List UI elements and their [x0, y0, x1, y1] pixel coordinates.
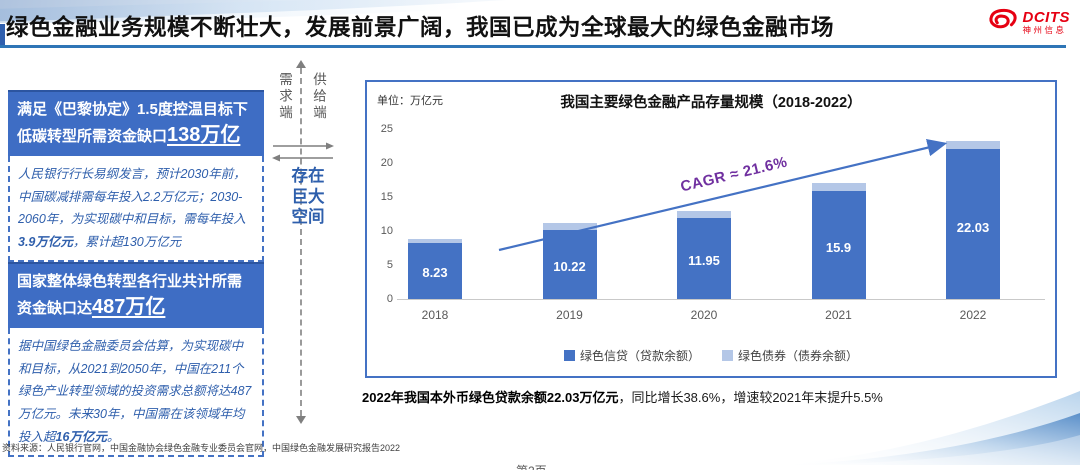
chart-title: 我国主要绿色金融产品存量规模（2018-2022） [560, 95, 862, 111]
dcits-swirl-icon [985, 7, 1019, 38]
bar-segment-bond [677, 210, 731, 218]
panel-body: 人民银行行长易纲发言，预计2030年前，中国碳减排需每年投入2.2万亿元；203… [8, 155, 264, 262]
y-axis-tick-label: 10 [380, 225, 393, 237]
company-logo: DCITS 神州信息 [985, 7, 1071, 38]
title-underline [0, 45, 1066, 48]
legend-item: 绿色债券（债券余额） [722, 347, 858, 364]
bar-segment-bond [542, 222, 597, 230]
panel-body: 据中国绿色金融委员会估算，为实现碳中和目标，从2021到2050年，中国在211… [8, 327, 264, 457]
bar-value-label: 22.03 [956, 220, 990, 236]
page-number: 第2页 [516, 462, 547, 470]
bar-segment-credit: 8.23 [408, 243, 462, 299]
data-source-note: 资料来源：人民银行官网，中国金融协会绿色金融专业委员会官网，中国绿色金融发展研究… [2, 443, 401, 453]
highlight-value: 487万亿 [92, 295, 166, 318]
legend-swatch [563, 350, 575, 361]
x-axis-line [397, 299, 1045, 300]
panel-header: 国家整体绿色转型各行业共计所需资金缺口达487万亿 [8, 262, 264, 328]
bar-value-label: 8.23 [422, 265, 448, 281]
logo-subtitle: 神州信息 [1022, 24, 1067, 35]
bar-segment-bond [946, 141, 1000, 150]
page-title: 绿色金融业务规模不断壮大，发展前景广阔，我国已成为全球最大的绿色金融市场 [6, 15, 835, 40]
bar-segment-credit: 15.9 [811, 190, 866, 299]
legend-item: 绿色信贷（贷款余额） [563, 347, 700, 364]
corner-swoosh-decoration [770, 387, 1080, 470]
funding-gap-panel-national: 国家整体绿色转型各行业共计所需资金缺口达487万亿 据中国绿色金融委员会估算，为… [8, 262, 264, 457]
bar-value-label: 11.95 [688, 252, 720, 268]
y-axis-tick-label: 15 [380, 191, 393, 203]
logo-name: DCITS [1022, 9, 1070, 27]
x-axis-tick-label: 2021 [825, 308, 852, 322]
y-axis-tick-label: 5 [386, 259, 393, 271]
funding-gap-panel-paris: 满足《巴黎协定》1.5度控温目标下低碳转型所需资金缺口138万亿 人民银行行长易… [8, 90, 264, 262]
bar-segment-bond [408, 238, 462, 244]
y-axis-tick-label: 20 [380, 157, 393, 169]
y-axis-tick-label: 25 [380, 123, 393, 135]
bar-segment-bond [811, 183, 866, 191]
panel-header: 满足《巴黎协定》1.5度控温目标下低碳转型所需资金缺口138万亿 [8, 90, 264, 156]
gap-label: 存在巨大空间 [291, 167, 325, 227]
chart-unit-label: 单位：万亿元 [377, 95, 443, 107]
bar-segment-credit: 10.22 [542, 229, 597, 299]
x-axis-tick-label: 2022 [959, 308, 987, 322]
arrow-down-icon [296, 416, 306, 424]
chart-panel: 单位：万亿元 我国主要绿色金融产品存量规模（2018-2022） 0 5 10 15 2… [365, 80, 1057, 378]
header-swoosh-decoration [0, 0, 1080, 46]
y-axis-tick-label: 0 [386, 293, 393, 305]
arrow-up-icon [296, 60, 306, 68]
summary-note: 2022年我国本外币绿色贷款余额22.03万亿元，同比增长38.6%，增速较20… [362, 390, 883, 405]
bar-value-label: 10.22 [553, 258, 586, 274]
chart-legend: 绿色信贷（贷款余额） 绿色债券（债券余额） [367, 347, 1055, 364]
bar-segment-credit: 22.03 [946, 149, 1000, 299]
bar-value-label: 15.9 [825, 240, 852, 256]
x-axis-tick-label: 2019 [556, 308, 583, 322]
highlight-value: 138万亿 [167, 123, 241, 146]
demand-supply-divider-line [300, 68, 302, 416]
demand-side-label: 需求端 [277, 72, 292, 122]
bar-segment-credit: 11.95 [677, 217, 731, 299]
x-axis-tick-label: 2018 [421, 308, 449, 322]
exchange-arrows-icon [270, 138, 336, 171]
x-axis-tick-label: 2020 [690, 308, 718, 322]
legend-swatch [722, 350, 733, 361]
supply-side-label: 供给端 [311, 72, 326, 122]
